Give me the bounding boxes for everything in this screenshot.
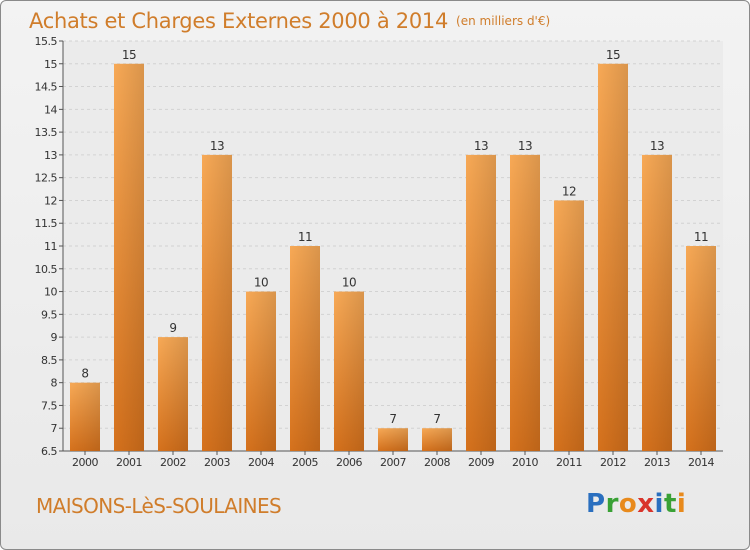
bar-shade xyxy=(554,200,584,451)
y-tick-label: 13.5 xyxy=(35,126,58,139)
bar-shade xyxy=(158,337,188,451)
data-label: 7 xyxy=(389,412,396,426)
chart-title: Achats et Charges Externes 2000 à 2014 xyxy=(29,9,449,33)
data-label: 10 xyxy=(342,276,356,290)
x-tick-label: 2002 xyxy=(160,456,186,469)
logo-letter: i xyxy=(654,489,664,519)
data-label: 13 xyxy=(650,139,664,153)
y-tick-label: 15 xyxy=(44,58,57,71)
y-tick-label: 7 xyxy=(51,422,58,435)
x-tick-label: 2006 xyxy=(336,456,362,469)
bar-shade xyxy=(642,154,672,451)
x-tick-label: 2004 xyxy=(248,456,274,469)
data-label: 15 xyxy=(606,48,620,62)
data-label: 13 xyxy=(210,139,224,153)
y-tick-label: 14.5 xyxy=(35,81,58,94)
data-label: 13 xyxy=(474,139,488,153)
bar-shade xyxy=(686,246,716,451)
logo-letter: t xyxy=(663,489,677,519)
data-label: 11 xyxy=(694,230,708,244)
y-tick-label: 13 xyxy=(44,149,57,162)
x-tick-label: 2007 xyxy=(380,456,406,469)
bar-shade xyxy=(598,63,628,452)
y-tick-label: 12 xyxy=(44,194,57,207)
data-label: 12 xyxy=(562,184,576,198)
logo-letter: o xyxy=(618,489,638,519)
bar-shade xyxy=(290,246,320,451)
chart-subtitle: (en milliers d'€) xyxy=(456,14,551,28)
bar-shade xyxy=(378,428,408,451)
y-tick-label: 10.5 xyxy=(35,263,58,276)
logo-letter: P xyxy=(586,489,606,519)
x-tick-label: 2012 xyxy=(600,456,626,469)
data-label: 15 xyxy=(122,48,136,62)
y-tick-label: 6.5 xyxy=(41,445,57,458)
y-tick-label: 8.5 xyxy=(41,354,57,367)
y-tick-label: 7.5 xyxy=(41,399,57,412)
x-tick-label: 2000 xyxy=(72,456,98,469)
data-label: 8 xyxy=(81,367,88,381)
y-tick-label: 9 xyxy=(51,331,58,344)
x-tick-label: 2011 xyxy=(556,456,582,469)
data-label: 9 xyxy=(169,321,176,335)
y-tick-label: 11.5 xyxy=(35,217,58,230)
bar-shade xyxy=(70,382,100,451)
y-tick-label: 10 xyxy=(44,286,57,299)
bar-shade xyxy=(334,291,364,451)
x-tick-label: 2008 xyxy=(424,456,450,469)
bar-shade xyxy=(114,63,144,452)
x-tick-label: 2013 xyxy=(644,456,670,469)
bar-shade xyxy=(202,154,232,451)
data-label: 11 xyxy=(298,230,312,244)
x-tick-label: 2014 xyxy=(688,456,714,469)
bar-shade xyxy=(422,428,452,451)
bar-shade xyxy=(246,291,276,451)
logo-letter: x xyxy=(637,489,655,519)
data-label: 10 xyxy=(254,276,268,290)
y-tick-label: 14 xyxy=(44,103,57,116)
logo-letter: i xyxy=(676,489,687,519)
x-tick-label: 2001 xyxy=(116,456,142,469)
logo-letter: r xyxy=(605,489,619,519)
x-tick-label: 2009 xyxy=(468,456,494,469)
data-label: 13 xyxy=(518,139,532,153)
y-tick-label: 11 xyxy=(44,240,57,253)
commune-name: MAISONS-LèS-SOULAINES xyxy=(36,494,282,518)
y-tick-label: 8 xyxy=(51,377,58,390)
y-tick-label: 12.5 xyxy=(35,172,58,185)
y-tick-label: 15.5 xyxy=(35,35,58,48)
proxiti-logo[interactable]: Proxiti xyxy=(586,489,686,519)
x-tick-label: 2010 xyxy=(512,456,538,469)
data-label: 7 xyxy=(433,412,440,426)
x-tick-label: 2003 xyxy=(204,456,230,469)
bar-shade xyxy=(510,154,540,451)
bar-shade xyxy=(466,154,496,451)
chart-title-block: Achats et Charges Externes 2000 à 2014 (e… xyxy=(29,9,550,33)
y-tick-label: 9.5 xyxy=(41,308,57,321)
x-tick-label: 2005 xyxy=(292,456,318,469)
